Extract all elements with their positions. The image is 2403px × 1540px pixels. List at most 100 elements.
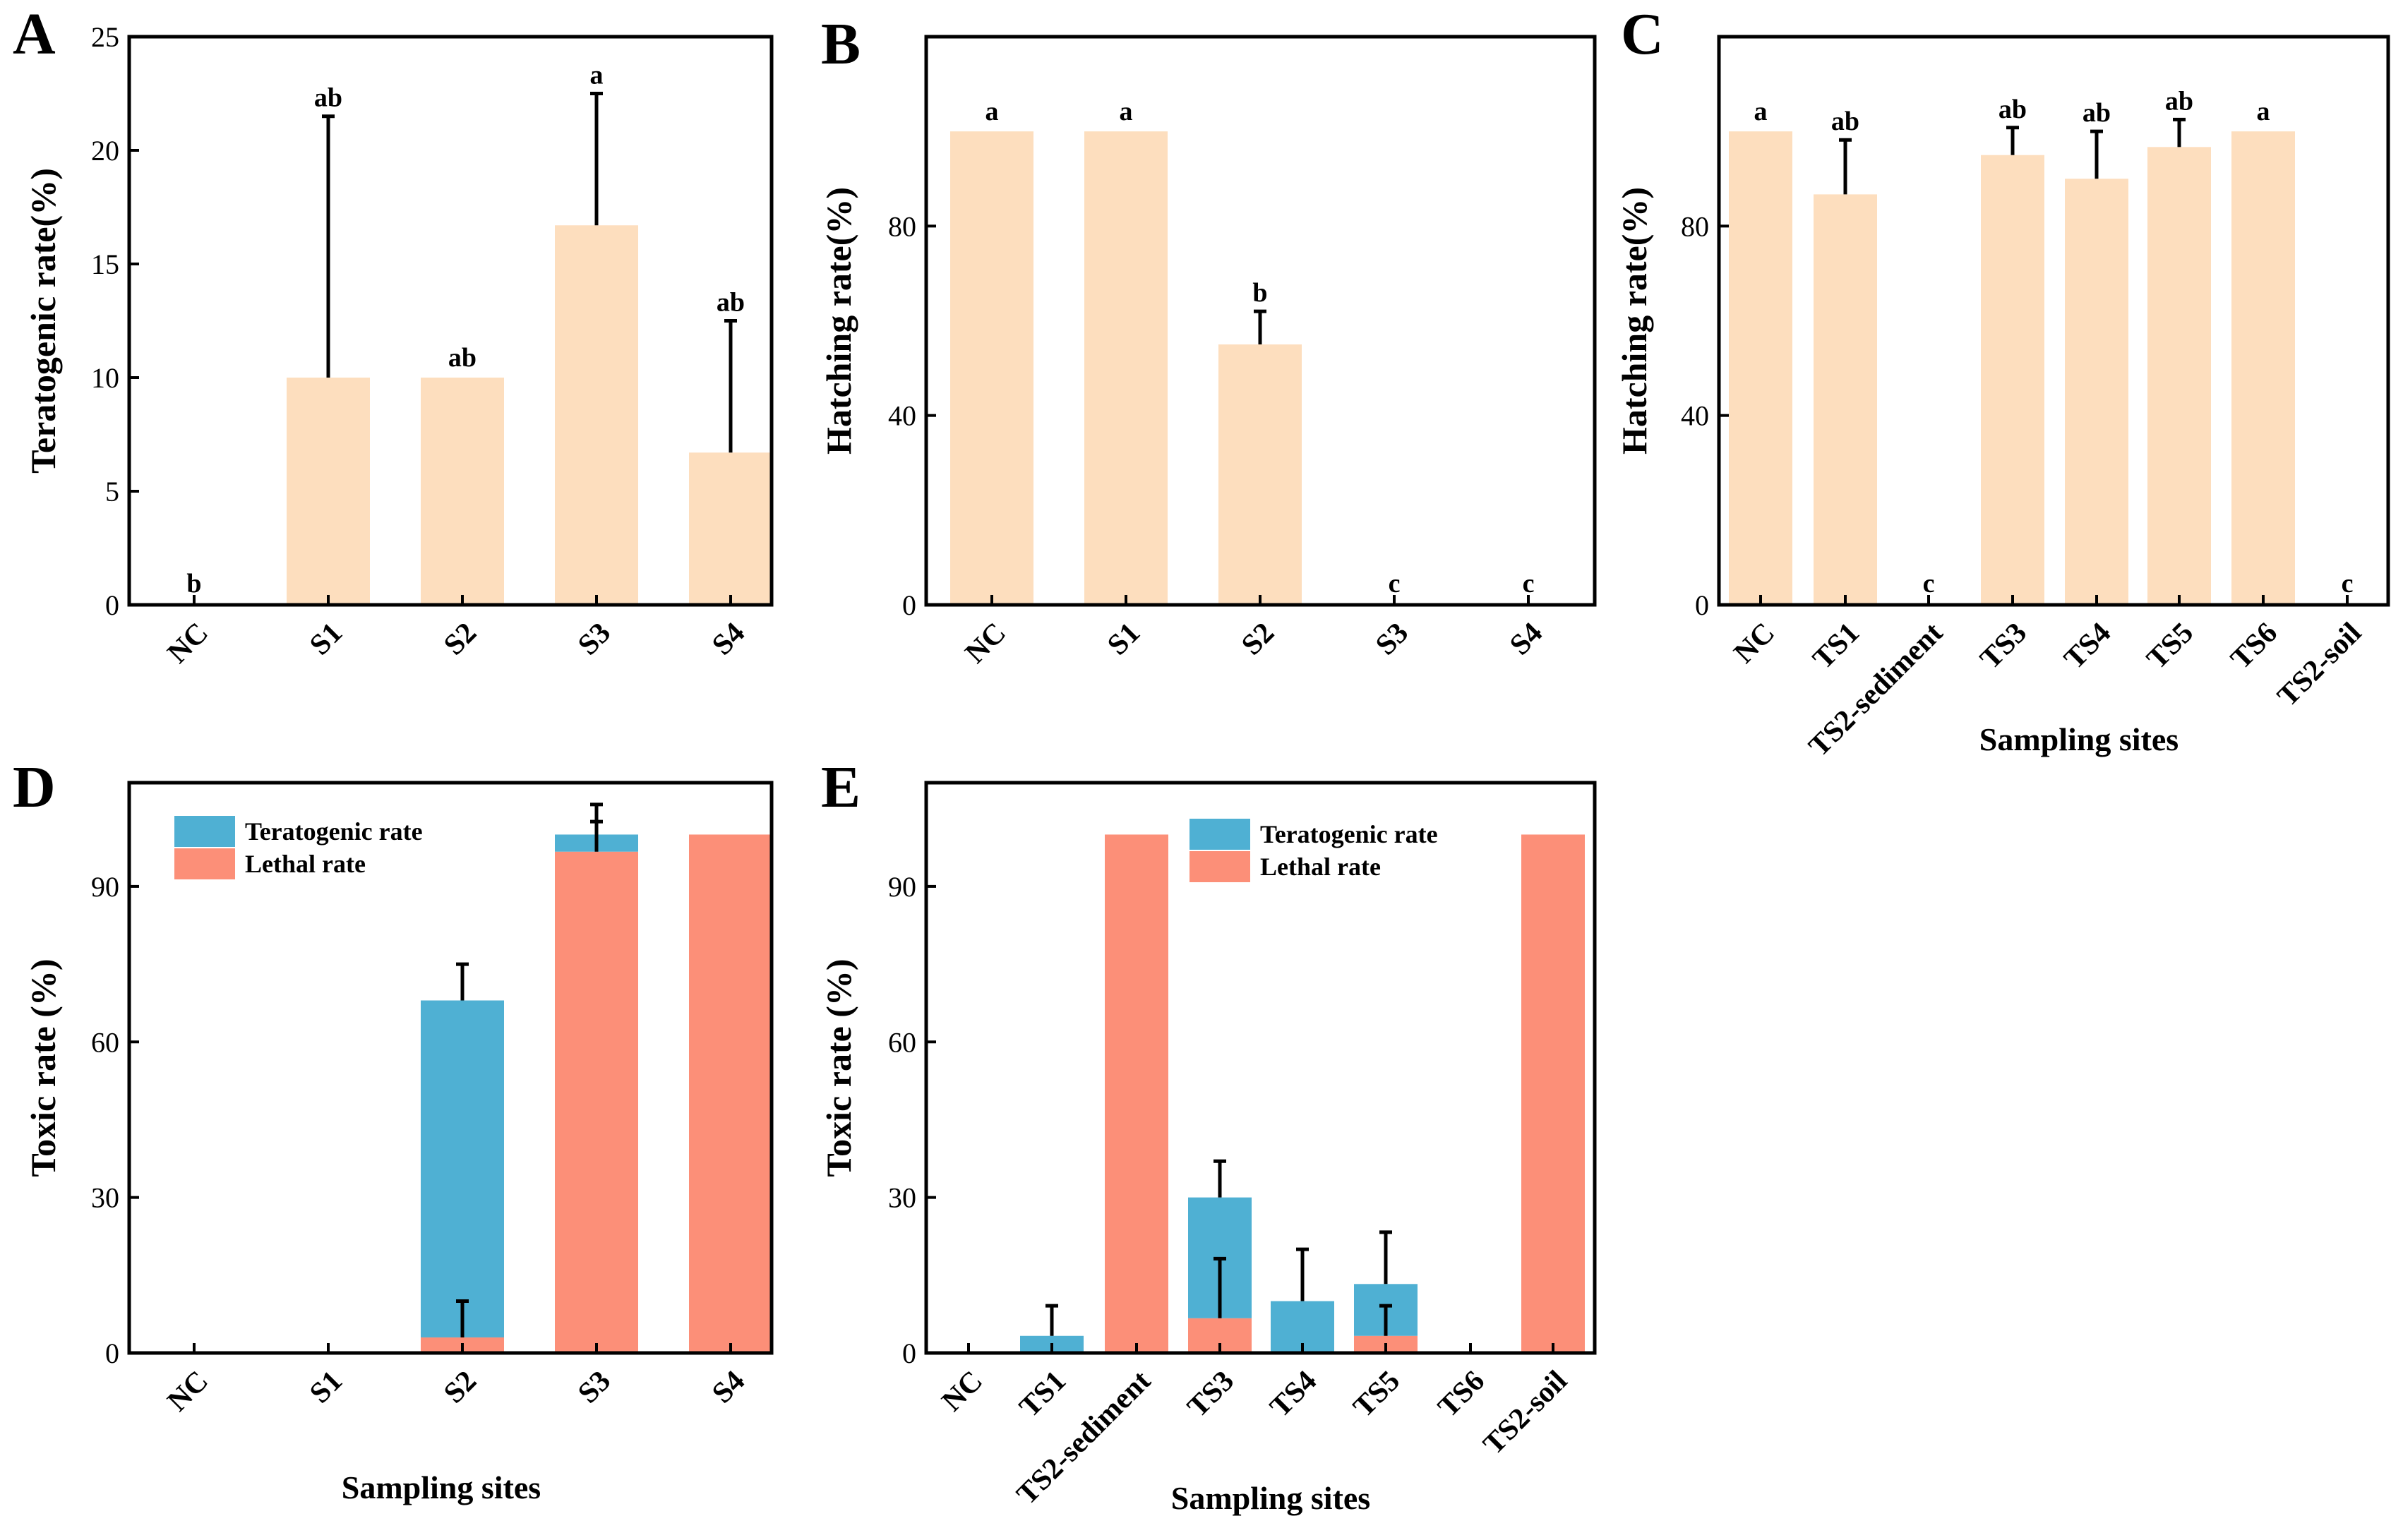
- significance-letter: a: [985, 97, 999, 126]
- x-tick-label: TS2-soil: [2272, 617, 2368, 714]
- y-axis-label: Teratogenic rate(%): [23, 168, 63, 474]
- bar: [689, 452, 772, 605]
- bar: [421, 378, 504, 605]
- legend: Teratogenic rate Lethal rate: [174, 816, 423, 879]
- legend-swatch: [1189, 851, 1250, 882]
- y-tick-label: 90: [888, 871, 916, 903]
- y-tick-label: 30: [91, 1182, 119, 1214]
- y-tick-label: 25: [91, 21, 119, 53]
- axes-frame: [127, 781, 774, 1355]
- panel-d: D 0 30 60 90 NC S1 S2 S3 S4 Toxic rate (%) Sampling…: [13, 754, 774, 1505]
- x-axis-label: Sampling sites: [342, 1469, 541, 1505]
- y-axis-label: Toxic rate (%): [819, 958, 858, 1177]
- x-tick-label: NC: [959, 617, 1012, 670]
- y-tick-label: 60: [888, 1026, 916, 1058]
- x-tick-label: S4: [1504, 617, 1549, 662]
- y-tick-label: 5: [105, 476, 119, 507]
- bar-lethal: [1521, 834, 1585, 1353]
- legend-swatch: [174, 816, 235, 847]
- panel-a: Ab ab ab a ab 0 5 10 15 20 25 NC S1 S2 S3 S4 Teratogenic…: [13, 1, 774, 670]
- significance-letter: a: [1754, 97, 1768, 126]
- x-tick-label: TS5: [2140, 617, 2200, 676]
- x-tick-label: S3: [1370, 617, 1415, 662]
- y-tick-label: 20: [91, 135, 119, 167]
- significance-letter: ab: [314, 83, 342, 113]
- y-tick-label: 80: [888, 210, 916, 242]
- y-tick-label: 40: [888, 400, 916, 432]
- x-tick-label: TS6: [2224, 617, 2284, 676]
- y-tick-label: 0: [1695, 589, 1709, 621]
- bar-lethal: [1105, 834, 1168, 1353]
- legend-label: Lethal rate: [245, 850, 366, 878]
- y-tick-label: 40: [1681, 400, 1709, 432]
- y-tick-label: 15: [91, 248, 119, 280]
- bar: [1814, 194, 1877, 605]
- panel-letter: A: [13, 1, 56, 67]
- bar-lethal: [689, 834, 772, 1353]
- significance-letter: ab: [1998, 95, 2027, 124]
- panel-letter: C: [1621, 1, 1664, 67]
- bar: [1729, 131, 1792, 605]
- y-tick-label: 90: [91, 871, 119, 903]
- x-tick-label: TS4: [2058, 617, 2117, 676]
- x-tick-label: TS3: [1181, 1365, 1240, 1424]
- significance-letter: a: [1120, 97, 1133, 126]
- bar: [1084, 131, 1168, 605]
- bar: [1981, 155, 2044, 606]
- x-tick-label: TS5: [1347, 1365, 1406, 1424]
- x-tick-label: S4: [706, 1365, 751, 1410]
- x-tick-label: TS1: [1806, 617, 1866, 676]
- significance-letter: c: [2342, 569, 2354, 598]
- bar-lethal: [555, 851, 638, 1353]
- x-tick-label: S2: [438, 1365, 483, 1410]
- panel-letter: E: [821, 754, 861, 820]
- axes-frame: [127, 35, 774, 607]
- x-tick-label: S1: [304, 617, 349, 662]
- legend-swatch: [174, 848, 235, 879]
- significance-letter: c: [1523, 569, 1535, 598]
- x-tick-label: NC: [936, 1365, 989, 1418]
- significance-letter: ab: [448, 343, 477, 373]
- bar-teratogenic: [421, 1000, 504, 1337]
- significance-letter: ab: [2165, 86, 2193, 116]
- significance-letter: b: [186, 569, 201, 598]
- y-tick-label: 0: [105, 1337, 119, 1369]
- x-tick-label: S1: [1101, 617, 1146, 662]
- significance-letter: a: [590, 61, 604, 90]
- significance-letter: c: [1389, 569, 1401, 598]
- y-tick-label: 60: [91, 1026, 119, 1058]
- x-tick-label: NC: [162, 617, 215, 670]
- legend-label: Lethal rate: [1260, 853, 1381, 881]
- y-axis-label: Toxic rate (%): [23, 958, 63, 1177]
- x-tick-label: S2: [438, 617, 483, 662]
- bar: [287, 378, 370, 605]
- legend: Teratogenic rate Lethal rate: [1189, 819, 1438, 882]
- bar: [950, 131, 1033, 605]
- legend-label: Teratogenic rate: [1260, 820, 1438, 848]
- panel-letter: D: [13, 754, 56, 820]
- x-tick-label: TS4: [1264, 1365, 1323, 1424]
- bar: [2147, 147, 2211, 605]
- x-tick-label: TS1: [1013, 1365, 1072, 1424]
- significance-letter: ab: [717, 288, 745, 318]
- x-tick-label: S2: [1235, 617, 1281, 662]
- bar: [555, 225, 638, 605]
- x-tick-label: NC: [1728, 617, 1781, 670]
- y-tick-label: 0: [105, 589, 119, 621]
- significance-letter: ab: [2083, 98, 2111, 128]
- x-tick-label: TS3: [1974, 617, 2033, 676]
- x-axis-label: Sampling sites: [1979, 721, 2179, 757]
- x-tick-label: S4: [706, 617, 751, 662]
- y-axis-label: Hatching rate(%): [819, 187, 858, 455]
- y-tick-label: 80: [1681, 210, 1709, 242]
- x-tick-label: TS6: [1432, 1365, 1491, 1424]
- x-tick-label: S1: [304, 1365, 349, 1410]
- x-tick-label: NC: [162, 1365, 215, 1418]
- bar: [2065, 179, 2128, 605]
- x-axis-label: Sampling sites: [1171, 1480, 1370, 1516]
- bar: [1218, 344, 1302, 605]
- bar: [2231, 131, 2295, 605]
